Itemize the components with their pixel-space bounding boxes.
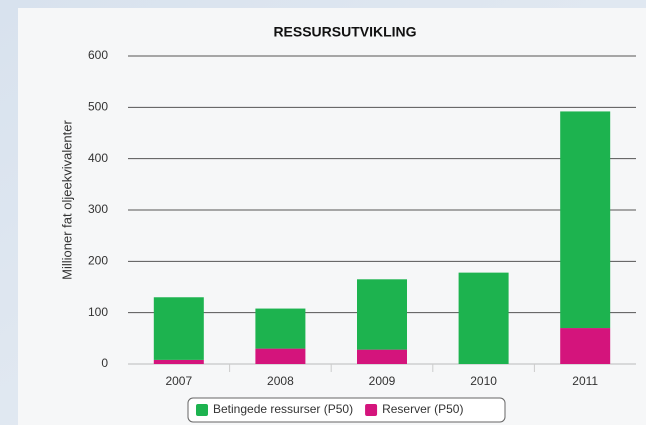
bar-segment (255, 348, 306, 364)
x-tick-label: 2010 (470, 374, 497, 388)
x-tick-label: 2008 (267, 374, 294, 388)
y-tick-label: 300 (88, 202, 108, 216)
y-axis-label: Millioner fat oljeekvivalenter (59, 119, 74, 279)
bar-segment (560, 111, 611, 329)
bar-segment (458, 272, 509, 364)
legend-label: Betingede ressurser (P50) (213, 402, 353, 416)
y-tick-label: 500 (88, 100, 108, 114)
legend-swatch (365, 404, 378, 416)
bar-segment (357, 279, 407, 350)
legend-swatch (196, 404, 208, 416)
bar-segment (255, 308, 306, 349)
y-tick-label: 200 (88, 254, 108, 268)
bar-segment (357, 349, 407, 364)
x-tick-label: 2007 (165, 374, 192, 388)
bar-segment (153, 359, 204, 364)
chart-title: RESSURSUTVIKLING (273, 24, 416, 40)
x-tick-label: 2011 (572, 374, 598, 388)
bar-segment (153, 297, 204, 360)
y-tick-label: 400 (88, 151, 108, 165)
legend-box (187, 397, 506, 423)
panel (18, 8, 646, 425)
legend-label: Reserver (P50) (382, 402, 463, 416)
y-tick-label: 0 (101, 356, 108, 370)
y-tick-label: 600 (88, 48, 108, 62)
bar-segment (560, 328, 611, 364)
x-tick-label: 2009 (369, 374, 396, 388)
y-tick-label: 100 (88, 305, 108, 319)
